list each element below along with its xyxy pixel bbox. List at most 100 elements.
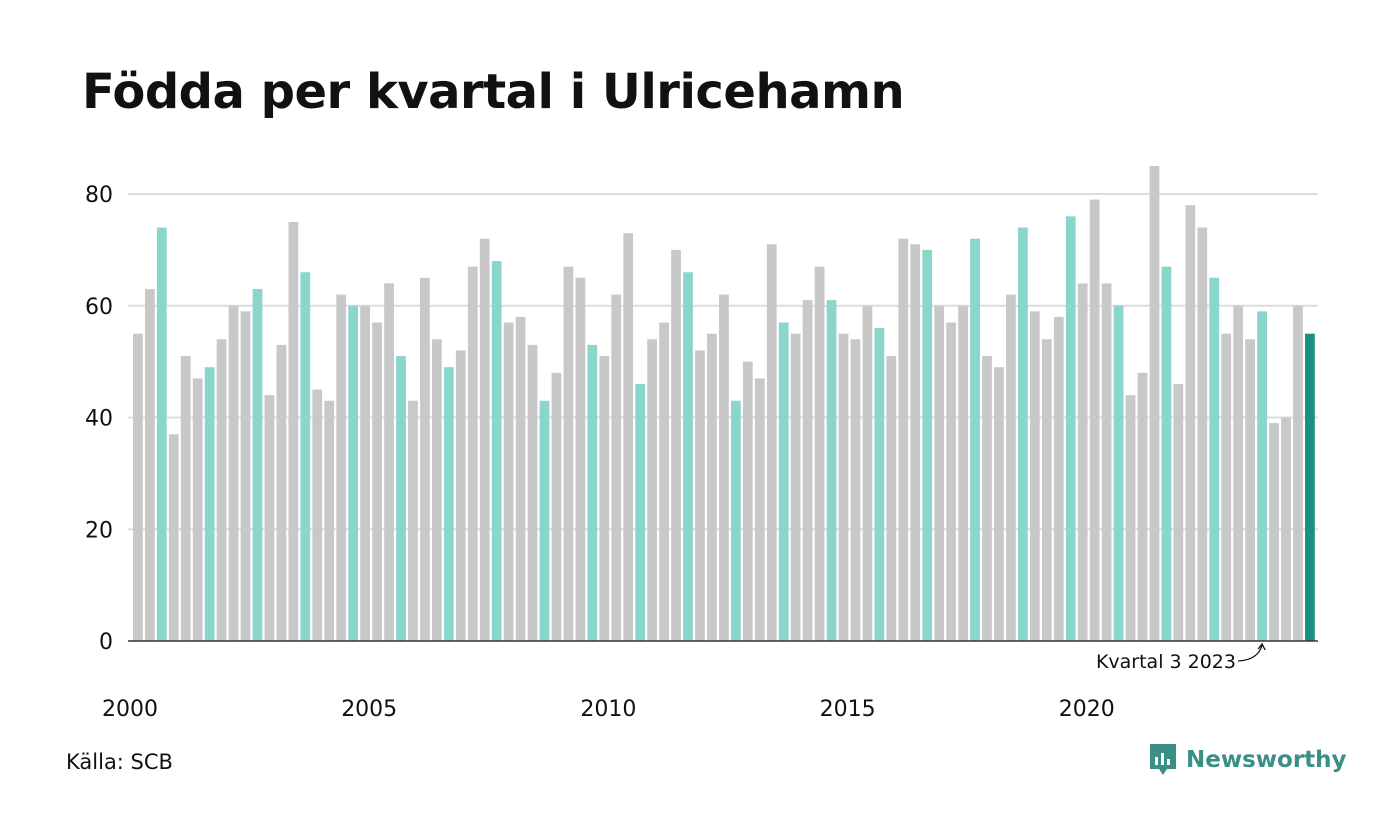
bar [1281, 417, 1291, 641]
bar [264, 395, 275, 641]
bar [850, 339, 861, 641]
bar-chart-speech-bubble-icon [1150, 744, 1176, 775]
bar [539, 400, 550, 641]
bar [1197, 227, 1208, 641]
bar [1293, 305, 1303, 641]
bar [611, 294, 622, 641]
bar [144, 288, 155, 641]
bar [946, 322, 957, 641]
bar [348, 305, 359, 641]
bar [778, 322, 789, 641]
bar [1077, 283, 1088, 641]
bar [1149, 166, 1160, 641]
bar [1125, 395, 1136, 641]
bar [623, 233, 634, 642]
bar [910, 244, 921, 642]
bar [934, 305, 945, 641]
bar [922, 249, 933, 642]
bar [252, 288, 263, 641]
bar [1245, 339, 1255, 641]
bar [1053, 316, 1064, 641]
bar [1089, 199, 1100, 641]
y-tick-label: 0 [99, 630, 113, 655]
bar [647, 339, 658, 641]
bar [168, 434, 179, 641]
bar [695, 350, 705, 641]
bar [312, 389, 323, 641]
bar [491, 261, 502, 641]
bar [575, 277, 586, 641]
y-axis-ticks: 0 20 40 60 80 [85, 183, 113, 655]
bar [970, 238, 980, 641]
source-label: Källa: SCB [66, 750, 173, 774]
bar [1221, 333, 1232, 641]
bar [1257, 311, 1267, 641]
bar [1018, 227, 1028, 641]
bar [408, 400, 418, 641]
bar [1269, 423, 1279, 641]
bar [1209, 277, 1220, 641]
bar [790, 333, 801, 641]
bar [1185, 205, 1196, 641]
bar [587, 344, 598, 641]
bar [431, 339, 442, 641]
bar [324, 400, 335, 641]
brand-logo: Newsworthy [1148, 742, 1347, 778]
bar [1161, 266, 1172, 641]
bar [467, 266, 478, 641]
bar [994, 367, 1004, 641]
bar [479, 238, 490, 641]
bar [240, 311, 251, 641]
bar [300, 272, 311, 641]
bar [958, 305, 968, 641]
chart-title: Födda per kvartal i Ulricehamn [82, 64, 905, 120]
y-tick-label: 20 [85, 518, 113, 543]
bar [898, 238, 909, 641]
bar [599, 356, 610, 641]
y-tick-label: 60 [85, 295, 113, 320]
bar [730, 400, 741, 641]
bar [384, 283, 394, 641]
bar [527, 344, 538, 641]
y-tick-label: 40 [85, 407, 113, 432]
bar [288, 221, 299, 641]
bar [659, 322, 669, 641]
bar [1029, 311, 1040, 641]
bar [766, 244, 777, 642]
bar [192, 378, 203, 641]
bar [1065, 216, 1076, 641]
x-axis-ticks: 2000 2005 2010 2015 2020 [102, 697, 1115, 722]
x-tick-label: 2015 [820, 697, 876, 722]
bar [455, 350, 466, 641]
bar [826, 300, 837, 641]
bar [838, 333, 849, 641]
x-tick-label: 2020 [1059, 697, 1115, 722]
bar [1173, 383, 1184, 641]
bar [802, 300, 813, 641]
bar [156, 227, 167, 641]
bar [671, 249, 681, 642]
bar [336, 294, 347, 641]
bar [719, 294, 729, 641]
bar [814, 266, 825, 641]
bar [635, 383, 646, 641]
bar [1113, 305, 1124, 641]
x-tick-label: 2005 [341, 697, 397, 722]
bar [1006, 294, 1016, 641]
bar [551, 372, 562, 641]
bar [1305, 333, 1315, 641]
bar [420, 277, 430, 641]
bar [443, 367, 454, 641]
bar [874, 328, 885, 641]
brand-name: Newsworthy [1186, 747, 1347, 773]
bar [216, 339, 227, 641]
bar [982, 356, 992, 641]
bar [515, 316, 526, 641]
bar [683, 272, 693, 641]
bar [754, 378, 765, 641]
bar [862, 305, 873, 641]
bar [1137, 372, 1148, 641]
x-tick-label: 2010 [580, 697, 636, 722]
annotation-label: Kvartal 3 2023 [1096, 651, 1236, 673]
